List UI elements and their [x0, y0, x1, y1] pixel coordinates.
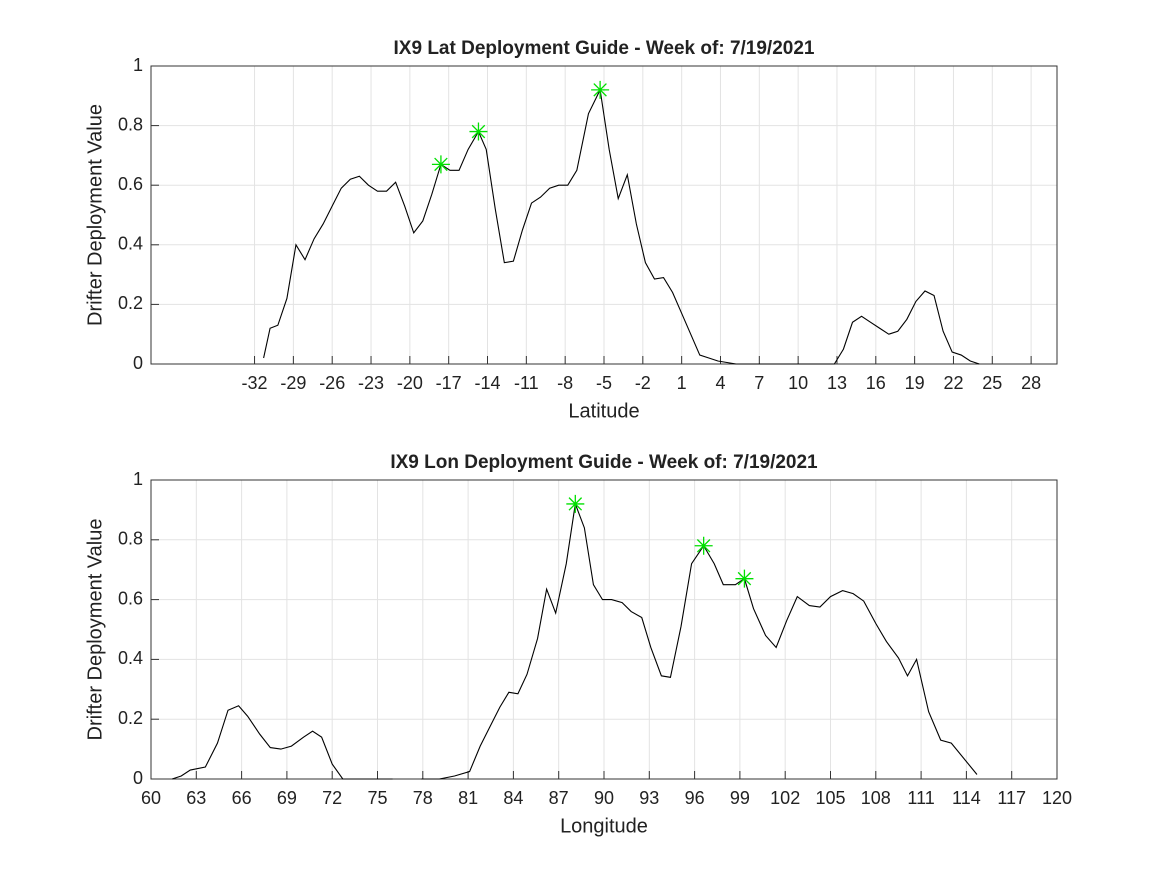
y-tick-label: 0.6: [118, 174, 143, 194]
data-line: [171, 705, 393, 780]
peak-marker: [694, 536, 713, 555]
x-tick-label: 22: [943, 373, 963, 393]
y-tick-label: 1: [133, 469, 143, 489]
x-tick-label: 1: [677, 373, 687, 393]
y-tick-label: 0: [133, 768, 143, 788]
x-tick-label: 90: [594, 788, 614, 808]
y-tick-label: 0.8: [118, 114, 143, 134]
y-axis-label: Drifter Deployment Value: [84, 104, 106, 326]
x-tick-label: 25: [982, 373, 1002, 393]
x-tick-label: 4: [715, 373, 725, 393]
x-tick-label: -20: [397, 373, 423, 393]
chart-title: IX9 Lon Deployment Guide - Week of: 7/19…: [390, 452, 818, 473]
y-tick-label: 0.4: [118, 234, 143, 254]
x-tick-label: 114: [952, 788, 981, 808]
x-tick-label: -32: [242, 373, 268, 393]
x-tick-label: 7: [754, 373, 764, 393]
y-tick-label: 0.2: [118, 293, 143, 313]
x-tick-label: 99: [730, 788, 750, 808]
x-tick-label: -2: [635, 373, 651, 393]
x-tick-label: -5: [596, 373, 612, 393]
x-tick-label: 111: [907, 788, 934, 808]
y-tick-label: 0.8: [118, 529, 143, 549]
x-tick-label: 105: [815, 788, 845, 808]
x-tick-label: 117: [997, 788, 1026, 808]
x-tick-label: 16: [866, 373, 886, 393]
peak-marker: [566, 494, 585, 513]
x-tick-label: 75: [367, 788, 387, 808]
y-tick-label: 0: [133, 353, 143, 373]
x-tick-label: -17: [436, 373, 462, 393]
x-tick-label: -29: [280, 373, 306, 393]
peak-marker: [591, 80, 610, 99]
x-tick-label: 28: [1021, 373, 1041, 393]
y-tick-label: 0.4: [118, 648, 143, 668]
x-tick-label: 60: [141, 788, 161, 808]
x-tick-label: 10: [788, 373, 808, 393]
peak-marker: [469, 122, 488, 141]
chart-title: IX9 Lat Deployment Guide - Week of: 7/19…: [394, 38, 815, 59]
x-tick-label: 19: [905, 373, 925, 393]
x-tick-label: 84: [503, 788, 523, 808]
data-line: [421, 501, 978, 780]
peak-marker: [735, 569, 754, 588]
x-tick-label: 69: [277, 788, 297, 808]
axes-box: [150, 479, 1058, 780]
x-tick-label: 120: [1042, 788, 1072, 808]
axes-box: [150, 65, 1058, 365]
x-tick-label: 81: [458, 788, 478, 808]
x-tick-label: -8: [557, 373, 573, 393]
x-axis-label: Longitude: [560, 815, 648, 837]
x-tick-label: 102: [770, 788, 800, 808]
data-line: [263, 88, 980, 365]
y-axis-label: Drifter Deployment Value: [84, 519, 106, 741]
x-tick-label: 96: [685, 788, 705, 808]
x-tick-label: 87: [549, 788, 569, 808]
x-tick-label: 13: [827, 373, 847, 393]
x-tick-label: 72: [322, 788, 342, 808]
x-axis-label: Latitude: [568, 400, 639, 422]
x-tick-label: -11: [514, 373, 539, 393]
x-tick-label: 108: [861, 788, 891, 808]
x-tick-label: 93: [639, 788, 659, 808]
x-tick-label: -14: [475, 373, 501, 393]
x-tick-label: -23: [358, 373, 384, 393]
y-tick-label: 0.2: [118, 708, 143, 728]
x-tick-label: 66: [232, 788, 252, 808]
x-tick-label: 63: [186, 788, 206, 808]
y-tick-label: 0.6: [118, 588, 143, 608]
x-tick-label: -26: [319, 373, 345, 393]
y-tick-label: 1: [133, 55, 143, 75]
x-tick-label: 78: [413, 788, 433, 808]
peak-marker: [431, 155, 450, 174]
